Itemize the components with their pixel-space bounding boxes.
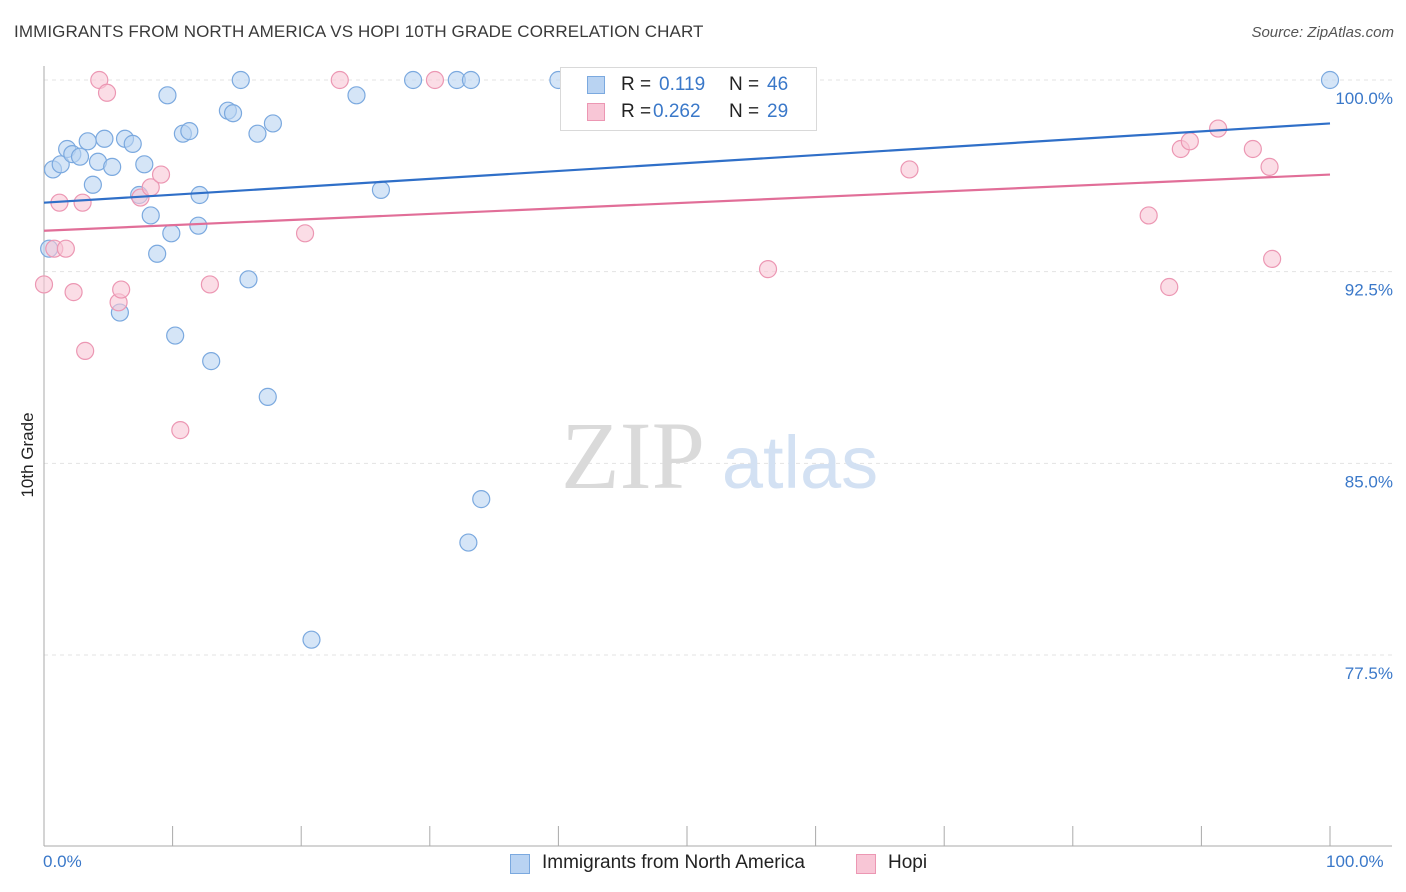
- data-point: [1243, 139, 1262, 159]
- data-point: [151, 165, 171, 184]
- n-value: 46: [767, 74, 789, 95]
- data-point: [403, 70, 423, 90]
- data-point: [171, 421, 190, 440]
- n-label: N =: [729, 74, 760, 95]
- data-point: [78, 132, 97, 151]
- data-point: [330, 70, 349, 90]
- chart-title: IMMIGRANTS FROM NORTH AMERICA VS HOPI 10…: [14, 22, 704, 41]
- trend-lines: [43, 122, 1331, 232]
- watermark-atlas: atlas: [722, 421, 878, 504]
- data-point: [1180, 132, 1199, 151]
- data-point: [239, 270, 258, 289]
- data-point: [135, 155, 154, 174]
- legend-label: Hopi: [888, 852, 928, 873]
- data-point: [141, 206, 160, 225]
- r-value: 0.119: [659, 74, 706, 95]
- y-tick-label: 77.5%: [1345, 664, 1393, 683]
- data-point: [263, 114, 283, 133]
- trend-line: [43, 122, 1331, 204]
- axes: [43, 66, 1392, 847]
- n-value: 29: [767, 101, 789, 122]
- watermark: ZIP atlas: [561, 402, 878, 509]
- data-point: [295, 224, 315, 243]
- n-label: N =: [729, 101, 760, 122]
- data-point: [123, 134, 142, 153]
- data-point: [202, 352, 221, 371]
- legend-swatch-pink: [587, 103, 605, 121]
- data-point: [1320, 70, 1340, 90]
- r-label: R =: [621, 74, 652, 95]
- data-point: [302, 630, 321, 649]
- data-point: [758, 260, 778, 279]
- x-tick-label-max: 100.0%: [1326, 852, 1384, 871]
- data-point: [231, 70, 250, 90]
- data-point: [900, 160, 919, 179]
- r-label: R =: [621, 101, 652, 122]
- data-point: [148, 244, 167, 263]
- gridlines: [44, 79, 1392, 656]
- data-point: [95, 129, 114, 148]
- data-point: [459, 533, 478, 552]
- data-point: [158, 86, 177, 105]
- data-point: [180, 122, 199, 141]
- data-point: [70, 147, 90, 166]
- legend-swatch-blue: [510, 854, 530, 874]
- data-point: [248, 124, 267, 143]
- source-label: Source: ZipAtlas.com: [1251, 24, 1394, 41]
- legend-label: Immigrants from North America: [542, 852, 805, 873]
- legend-swatch-pink: [856, 854, 876, 874]
- x-tick-label-min: 0.0%: [43, 852, 82, 871]
- data-point: [1160, 277, 1179, 297]
- data-point: [190, 185, 209, 205]
- r-value: 0.262: [653, 101, 701, 122]
- data-point: [112, 280, 131, 299]
- data-point: [97, 83, 117, 102]
- data-point: [51, 155, 70, 174]
- data-point: [189, 216, 208, 235]
- data-point: [1260, 157, 1279, 176]
- data-point: [472, 490, 491, 509]
- watermark-zip: ZIP: [561, 402, 705, 509]
- data-point: [83, 175, 102, 194]
- data-point: [162, 224, 181, 243]
- y-tick-label: 100.0%: [1335, 89, 1393, 108]
- y-tick-labels: 100.0% 92.5% 85.0% 77.5%: [1335, 89, 1393, 683]
- data-point: [223, 104, 243, 123]
- series-immigrants-points: [40, 70, 1340, 649]
- data-point: [347, 86, 366, 105]
- data-point: [1139, 206, 1158, 225]
- data-point: [461, 70, 481, 90]
- y-tick-label: 92.5%: [1345, 281, 1393, 300]
- correlation-legend: R = 0.119 N = 46 R = 0.262 N = 29: [560, 67, 817, 131]
- data-point: [56, 239, 75, 258]
- data-point: [1209, 119, 1228, 138]
- legend-swatch-blue: [587, 76, 605, 94]
- data-point: [371, 180, 391, 199]
- data-point: [1263, 249, 1282, 268]
- trend-line: [43, 173, 1331, 232]
- data-point: [73, 193, 92, 212]
- data-point: [200, 275, 219, 294]
- data-point: [34, 275, 54, 294]
- data-point: [103, 157, 122, 176]
- y-tick-label: 85.0%: [1345, 472, 1393, 491]
- data-point: [425, 70, 445, 90]
- data-point: [76, 341, 95, 360]
- data-point: [258, 387, 277, 406]
- data-point: [64, 283, 83, 302]
- data-point: [166, 326, 185, 345]
